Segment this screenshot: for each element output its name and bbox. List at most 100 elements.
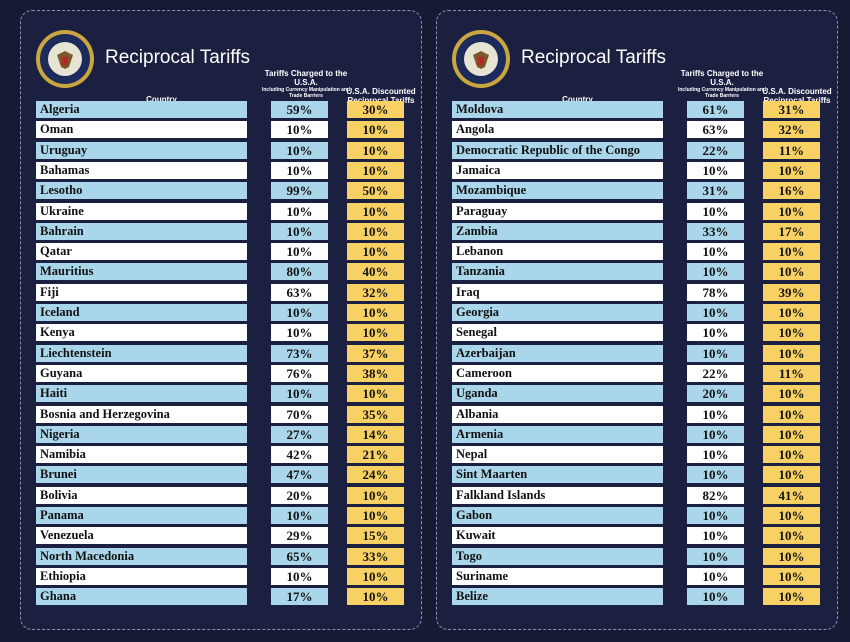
charged-cell: 10% [271,507,328,524]
discounted-cell: 10% [347,304,404,321]
discounted-cell: 10% [763,161,820,179]
country-cell: Albania [452,405,663,423]
charged-cell: 63% [687,121,744,139]
discounted-cell: 16% [763,182,820,200]
charged-cell: 31% [687,182,744,200]
charged-title: Tariffs Charged to the U.S.A. [264,69,348,87]
charged-cell: 99% [271,182,328,200]
country-cell: Uganda [452,385,663,403]
country-cell: Iceland [36,304,247,321]
discounted-cell: 41% [763,486,820,504]
country-cell: Togo [452,547,663,565]
charged-cell: 10% [687,243,744,261]
discounted-cell: 17% [763,222,820,240]
discounted-cell: 10% [763,385,820,403]
country-cell: Lesotho [36,182,247,200]
country-cell: Venezuela [36,527,247,545]
charged-cell: 10% [687,527,744,545]
charged-cell: 59% [271,101,328,118]
charged-cell: 10% [687,161,744,179]
discounted-cell: 10% [347,486,404,504]
country-cell: Ghana [36,588,247,606]
country-cell: Armenia [452,425,663,443]
charged-cell: 27% [271,425,328,443]
charged-cell: 80% [271,263,328,281]
discounted-cell: 10% [347,507,404,524]
charged-header: Tariffs Charged to the U.S.A. Including C… [261,69,351,99]
charged-cell: 10% [687,466,744,484]
discounted-cell: 39% [763,283,820,301]
discounted-cell: 14% [347,425,404,443]
country-cell: Brunei [36,466,247,484]
discounted-cell: 32% [347,283,404,301]
discounted-cell: 10% [763,263,820,281]
discounted-cell: 32% [763,121,820,139]
discounted-cell: 11% [763,364,820,382]
country-cell: Gabon [452,507,663,524]
discounted-cell: 10% [347,121,404,139]
country-cell: Jamaica [452,161,663,179]
charged-cell: 10% [687,304,744,321]
charged-cell: 33% [687,222,744,240]
discounted-cell: 33% [347,547,404,565]
charged-cell: 10% [687,202,744,220]
country-cell: Namibia [36,446,247,464]
country-cell: Algeria [36,101,247,118]
charged-cell: 17% [271,588,328,606]
discounted-header: U.S.A. Discounted Reciprocal Tariffs [762,87,832,105]
country-cell: Moldova [452,101,663,118]
charged-header: Tariffs Charged to the U.S.A. Including C… [677,69,767,99]
charged-cell: 61% [687,101,744,118]
discounted-cell: 10% [763,324,820,342]
charged-cell: 70% [271,405,328,423]
discounted-cell: 10% [763,446,820,464]
country-cell: Tanzania [452,263,663,281]
charged-cell: 22% [687,364,744,382]
charged-cell: 22% [687,141,744,159]
charged-cell: 10% [271,222,328,240]
discounted-cell: 30% [347,101,404,118]
country-cell: Zambia [452,222,663,240]
country-cell: Angola [452,121,663,139]
charged-cell: 20% [687,385,744,403]
country-cell: Azerbaijan [452,344,663,362]
country-cell: Oman [36,121,247,139]
country-cell: Iraq [452,283,663,301]
charged-cell: 10% [687,547,744,565]
country-cell: Bolivia [36,486,247,504]
discounted-cell: 10% [763,507,820,524]
discounted-cell: 10% [763,405,820,423]
discounted-cell: 10% [763,547,820,565]
charged-cell: 10% [271,202,328,220]
country-cell: Mauritius [36,263,247,281]
discounted-cell: 10% [347,141,404,159]
country-cell: Liechtenstein [36,344,247,362]
discounted-cell: 10% [347,567,404,585]
discounted-cell: 10% [763,588,820,606]
country-cell: Paraguay [452,202,663,220]
discounted-cell: 10% [763,344,820,362]
discounted-cell: 10% [347,243,404,261]
country-cell: Panama [36,507,247,524]
charged-cell: 10% [687,507,744,524]
discounted-cell: 10% [763,425,820,443]
charged-cell: 63% [271,283,328,301]
country-cell: Bahrain [36,222,247,240]
discounted-cell: 37% [347,344,404,362]
country-cell: Lebanon [452,243,663,261]
discounted-cell: 50% [347,182,404,200]
charged-cell: 10% [271,243,328,261]
country-cell: Senegal [452,324,663,342]
charged-cell: 10% [271,304,328,321]
panel: Reciprocal Tariffs Country Tariffs Charged… [436,10,838,630]
charged-cell: 76% [271,364,328,382]
charged-cell: 47% [271,466,328,484]
discounted-cell: 11% [763,141,820,159]
country-cell: Ethiopia [36,567,247,585]
discounted-cell: 35% [347,405,404,423]
country-cell: Mozambique [452,182,663,200]
discounted-cell: 10% [763,466,820,484]
charged-cell: 73% [271,344,328,362]
charged-cell: 10% [271,121,328,139]
